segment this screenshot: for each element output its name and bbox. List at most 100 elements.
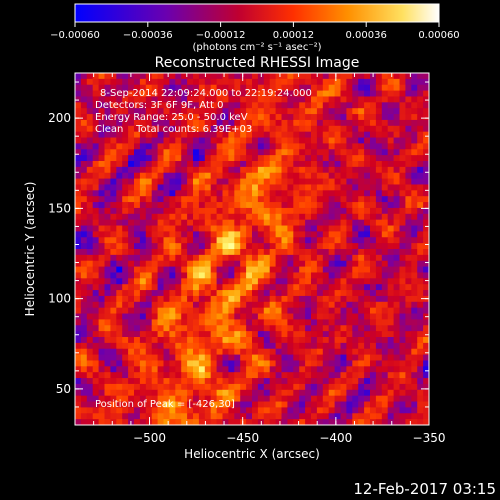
heatmap-cell [122,125,129,133]
heatmap-cell [216,219,223,227]
heatmap-cell [269,90,277,97]
heatmap-cell [216,131,223,139]
heatmap-cell [175,108,182,115]
heatmap-cell [181,114,188,121]
heatmap-cell [405,366,412,373]
heatmap-cell [399,219,406,227]
heatmap-cell [411,84,418,92]
heatmap-cell [75,131,82,139]
heatmap-cell [364,419,371,425]
heatmap-cell [381,155,389,162]
heatmap-cell [364,143,371,150]
heatmap-cell [175,290,182,297]
heatmap-cell [234,301,241,309]
heatmap-cell [311,254,318,262]
heatmap-cell [275,249,282,256]
heatmap-cell [104,114,111,121]
heatmap-cell [257,184,265,191]
heatmap-cell [381,419,389,425]
heatmap-cell [340,73,347,80]
heatmap-cell [240,225,247,232]
heatmap-cell [181,125,188,133]
heatmap-cell [375,137,383,144]
heatmap-cell [305,166,312,174]
heatmap-cell [98,366,105,373]
heatmap-cell [399,295,406,303]
heatmap-cell [92,96,100,103]
heatmap-cell [364,295,371,303]
heatmap-cell [399,378,406,385]
heatmap-cell [240,249,247,256]
heatmap-cell [122,196,129,203]
heatmap-cell [263,184,271,191]
heatmap-cell [198,395,206,403]
heatmap-cell [80,260,88,268]
heatmap-cell [287,401,294,408]
heatmap-cell [346,301,353,309]
heatmap-cell [328,202,336,209]
heatmap-cell [269,366,277,373]
heatmap-cell [122,366,129,373]
heatmap-cell [328,290,336,297]
heatmap-cell [287,108,294,115]
heatmap-cell [252,143,259,150]
heatmap-cell [334,231,341,238]
heatmap-cell [287,413,294,420]
heatmap-cell [169,131,176,139]
heatmap-cell [75,348,82,356]
heatmap-cell [110,331,117,338]
heatmap-cell [423,161,429,168]
heatmap-cell [293,237,300,244]
heatmap-cell [187,207,194,215]
heatmap-cell [299,166,306,174]
heatmap-cell [216,73,223,80]
heatmap-cell [293,378,300,385]
heatmap-cell [281,372,288,379]
heatmap-cell [104,243,111,250]
heatmap-cell [287,383,294,391]
heatmap-cell [334,295,341,303]
heatmap-cell [381,254,389,262]
heatmap-cell [375,196,383,203]
heatmap-cell [375,178,383,185]
heatmap-cell [387,125,395,133]
heatmap-cell [204,207,212,215]
heatmap-cell [346,137,353,144]
heatmap-cell [151,143,159,150]
heatmap-cell [316,119,324,127]
heatmap-cell [175,419,182,425]
heatmap-cell [128,325,135,332]
heatmap-cell [163,348,170,356]
heatmap-cell [222,383,229,391]
heatmap-cell [358,90,365,97]
heatmap-cell [257,254,265,262]
heatmap-cell [370,389,377,397]
heatmap-cell [322,325,330,332]
heatmap-cell [375,102,383,109]
heatmap-cell [411,401,418,408]
heatmap-cell [181,389,188,397]
heatmap-cell [263,207,271,215]
heatmap-cell [340,389,347,397]
heatmap-cell [110,190,117,197]
heatmap-cell [375,319,383,326]
heatmap-cell [187,202,194,209]
heatmap-cell [75,254,82,262]
heatmap-cell [139,419,147,425]
heatmap-cell [340,143,347,150]
heatmap-cell [263,395,271,403]
heatmap-cell [134,231,141,238]
heatmap-cell [169,114,176,121]
heatmap-cell [134,278,141,285]
heatmap-cell [175,114,182,121]
heatmap-cell [122,331,129,338]
heatmap-cell [316,284,324,291]
heatmap-cell [252,348,259,356]
heatmap-cell [210,383,218,391]
heatmap-cell [163,243,170,250]
heatmap-cell [299,190,306,197]
heatmap-cell [122,78,129,86]
heatmap-cell [128,372,135,379]
heatmap-cell [246,213,253,221]
heatmap-cell [145,84,153,92]
